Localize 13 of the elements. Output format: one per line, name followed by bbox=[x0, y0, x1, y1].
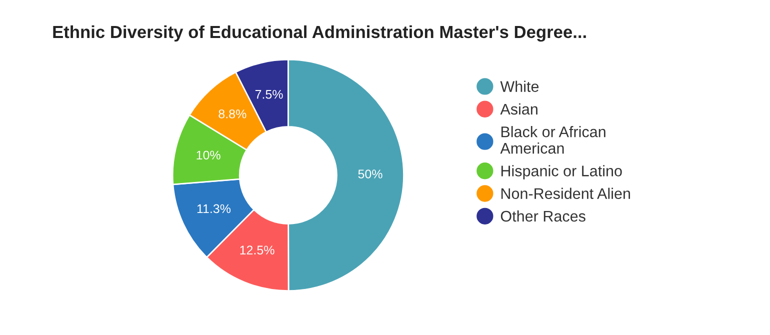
legend-label: Asian bbox=[500, 103, 538, 115]
data-label: 7.5% bbox=[255, 90, 283, 99]
legend-label: Other Races bbox=[500, 210, 586, 222]
data-label: 12.5% bbox=[240, 246, 274, 255]
legend-label: Hispanic or Latino bbox=[501, 165, 622, 180]
legend-label: Black or African American bbox=[500, 126, 606, 154]
data-label: 50% bbox=[358, 170, 382, 178]
legend-label: White bbox=[500, 80, 539, 92]
data-label: 10% bbox=[196, 150, 220, 160]
data-label: 8.8% bbox=[218, 109, 246, 118]
chart-title: Ethnic Diversity of Educational Administration Master's Degree... bbox=[53, 25, 586, 42]
data-label: 11.3% bbox=[197, 204, 231, 214]
legend-label: Non-Resident Alien bbox=[501, 188, 630, 200]
